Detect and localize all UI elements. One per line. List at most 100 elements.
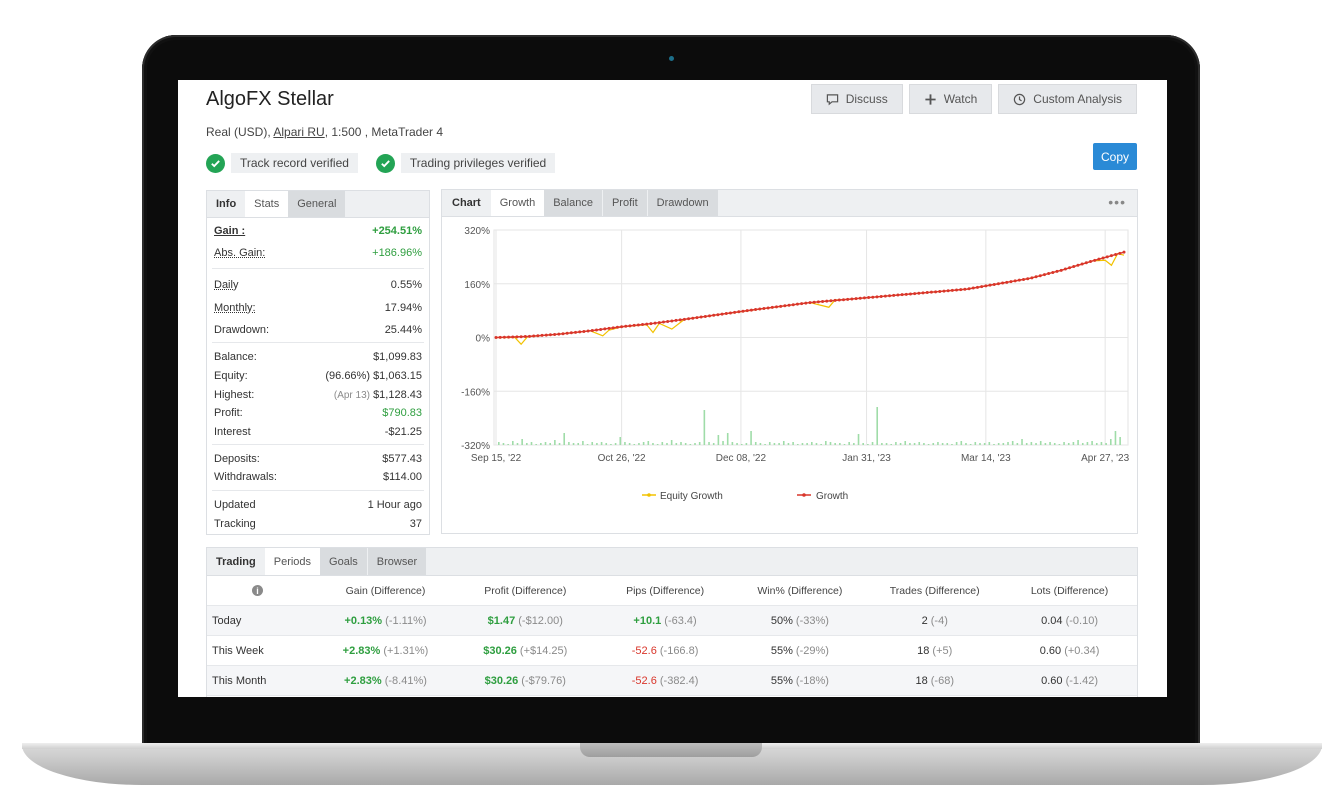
- stat-value: -$21.25: [384, 426, 422, 438]
- custom-analysis-button[interactable]: Custom Analysis: [998, 84, 1137, 114]
- growth-point: [837, 298, 841, 302]
- tab-periods[interactable]: Periods: [264, 548, 321, 575]
- growth-point: [1109, 254, 1113, 258]
- growth-point: [862, 296, 866, 300]
- divider: [212, 444, 424, 445]
- growth-point: [574, 330, 578, 334]
- growth-point: [1026, 277, 1030, 281]
- growth-point: [1051, 270, 1055, 274]
- more-options-icon[interactable]: •••: [1108, 194, 1126, 210]
- table-row: This Week +2.83% (+1.31%) $30.26 (+$14.25)…: [207, 636, 1137, 666]
- volume-bar: [526, 443, 528, 445]
- stat-balance: Balance: $1,099.83: [214, 349, 422, 365]
- volume-bar: [736, 443, 738, 445]
- stat-withdrawals: Withdrawals: $114.00: [214, 469, 422, 485]
- growth-point: [812, 300, 816, 304]
- broker-link[interactable]: Alpari RU: [273, 125, 325, 139]
- stat-label[interactable]: Monthly:: [214, 302, 256, 314]
- growth-point: [632, 323, 636, 327]
- watch-button[interactable]: Watch: [908, 84, 993, 114]
- table-cell: 18 (-68): [867, 675, 1002, 687]
- tab-chart[interactable]: Chart: [452, 197, 481, 209]
- volume-bar: [554, 440, 556, 445]
- stats-tabs: Info Stats General: [207, 191, 429, 218]
- table-cell: 0.04 (-0.10): [1002, 615, 1137, 627]
- volume-bar: [778, 443, 780, 445]
- stat-monthly: Monthly: 17.94%: [214, 300, 422, 316]
- stat-label[interactable]: Daily: [214, 279, 239, 291]
- volume-bar: [498, 442, 500, 445]
- volume-bar: [661, 442, 664, 445]
- growth-point: [833, 298, 837, 302]
- growth-point: [1068, 266, 1072, 270]
- growth-point: [791, 303, 795, 307]
- volume-bar: [1100, 442, 1103, 445]
- growth-point: [569, 331, 573, 335]
- stat-value: +186.96%: [372, 247, 422, 259]
- growth-point: [938, 289, 942, 293]
- tab-browser[interactable]: Browser: [366, 548, 427, 575]
- volume-bar: [782, 441, 785, 445]
- tab-drawdown[interactable]: Drawdown: [646, 190, 718, 216]
- growth-point: [816, 300, 820, 304]
- growth-point: [980, 285, 984, 289]
- growth-point: [712, 313, 716, 317]
- growth-point: [586, 329, 590, 333]
- tab-goals[interactable]: Goals: [320, 548, 367, 575]
- periods-panel: Trading Periods Goals Browser i Gain (Di…: [206, 547, 1138, 697]
- tab-stats[interactable]: Stats: [245, 191, 289, 217]
- tab-general[interactable]: General: [288, 191, 346, 217]
- growth-point: [678, 318, 682, 322]
- info-icon[interactable]: i: [252, 585, 263, 596]
- table-cell: +2.83% (-8.41%): [318, 675, 453, 687]
- growth-point: [682, 317, 686, 321]
- x-tick-label: Mar 14, '23: [961, 453, 1011, 464]
- volume-bar: [1025, 443, 1028, 445]
- stat-label[interactable]: Gain :: [214, 225, 246, 237]
- tab-balance[interactable]: Balance: [544, 190, 602, 216]
- volume-bar: [811, 442, 813, 445]
- legend-marker-equity-growth: [647, 493, 651, 497]
- growth-point: [904, 292, 908, 296]
- volume-bar: [1086, 442, 1089, 445]
- growth-point: [661, 320, 665, 324]
- volume-bar: [871, 442, 874, 445]
- copy-button[interactable]: Copy: [1093, 143, 1137, 170]
- stat-note: (96.66%): [325, 370, 370, 382]
- column-header: Profit (Difference): [484, 584, 567, 597]
- cell-difference: (-382.4): [656, 674, 699, 687]
- volume-bar: [1049, 442, 1051, 445]
- volume-bar: [656, 444, 659, 445]
- stat-value: 25.44%: [384, 324, 422, 336]
- volume-bar: [885, 443, 888, 445]
- volume-bar: [754, 442, 757, 445]
- x-tick-label: Jan 31, '23: [842, 453, 891, 464]
- growth-point: [766, 306, 770, 310]
- growth-point: [875, 295, 879, 299]
- growth-point: [733, 310, 737, 314]
- cell-value: 55%: [770, 674, 793, 687]
- y-tick-label: -160%: [461, 387, 490, 398]
- legend-marker-growth: [802, 493, 806, 497]
- growth-point: [1118, 251, 1122, 255]
- growth-point: [1013, 279, 1017, 283]
- table-cell: $30.26 (-$79.76): [453, 675, 598, 687]
- volume-bar: [708, 442, 710, 445]
- tab-growth[interactable]: Growth: [490, 190, 545, 216]
- stat-label[interactable]: Abs. Gain:: [214, 247, 266, 259]
- cell-value: +10.1: [633, 614, 662, 627]
- discuss-button[interactable]: Discuss: [810, 84, 903, 114]
- tab-trading[interactable]: Trading: [216, 555, 256, 568]
- volume-bar: [1002, 443, 1005, 445]
- volume-bar: [680, 442, 682, 445]
- x-tick-label: Dec 08, '22: [716, 453, 767, 464]
- table-row: This Month +2.83% (-8.41%) $30.26 (-$79.76…: [207, 666, 1137, 696]
- growth-point: [1084, 261, 1088, 265]
- tab-info[interactable]: Info: [216, 198, 237, 210]
- growth-point: [624, 324, 628, 328]
- volume-bar: [787, 443, 790, 445]
- volume-bar: [843, 444, 846, 445]
- y-tick-label: -320%: [461, 441, 490, 452]
- tab-profit[interactable]: Profit: [601, 190, 647, 216]
- header-info-cell: i: [207, 585, 318, 597]
